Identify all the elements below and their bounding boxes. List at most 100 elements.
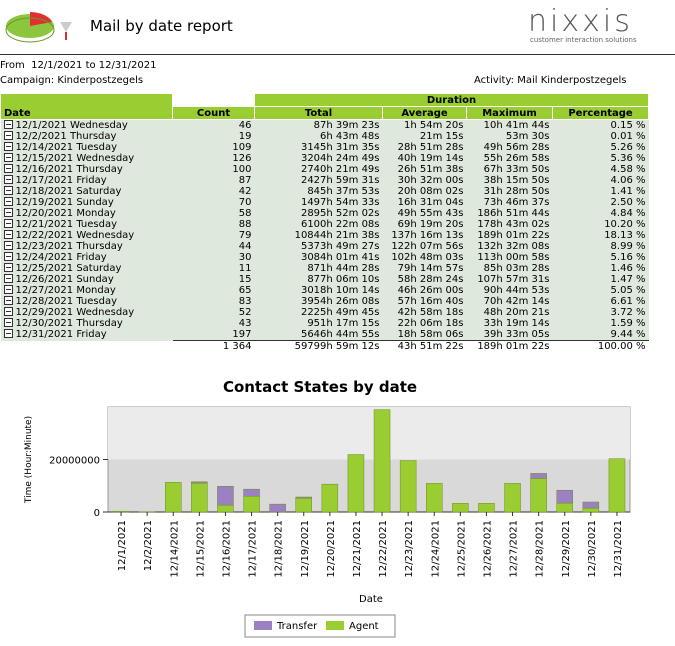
table-cell: 5.16 % [552,252,649,263]
table-cell: 6h 43m 48s [254,131,383,142]
cell-text: 20h 08m 02s [397,186,464,197]
bar-segment [269,503,286,513]
logo-tagline: customer interaction solutions [530,36,637,44]
cell-text: 58 [238,208,252,219]
bar-segment [191,482,208,513]
x-tick-label: 12/26/2021 [482,520,493,578]
table-cell: 4.84 % [552,208,649,219]
cell-text: 30 [238,252,252,263]
table-cell: 30 [172,252,255,263]
table-cell: 30h 32m 00s [382,175,467,186]
cell-text: 79 [238,230,252,241]
cell-text: 12/28/2021 Tuesday [15,296,118,307]
table-cell: 186h 51m 44s [466,208,553,219]
table-cell: 102h 48m 03s [382,252,467,263]
table-cell: 2740h 21m 49s [254,164,383,175]
cell-text: 26h 51m 38s [397,164,464,175]
cell-text: 102h 48m 03s [391,252,464,263]
table-cell: 67h 33m 50s [466,164,553,175]
table-cell [1,341,173,353]
table-cell: 951h 17m 15s [254,318,383,329]
x-tick-label: 12/2/2021 [143,520,154,571]
cell-text: 12/24/2021 Friday [15,252,107,263]
table-cell: 12/23/2021 Thursday [0,241,173,252]
table-cell: 1497h 54m 33s [254,197,383,208]
cell-text: 3954h 26m 08s [300,296,380,307]
cell-text: 1.59 % [610,318,646,329]
column-header: Average [382,106,467,120]
table-cell: 122h 07m 56s [382,241,467,252]
table-cell: 5.36 % [552,153,649,164]
column-header: Date [0,93,173,120]
bar-segment [321,483,339,513]
bar-segment [243,496,260,513]
column-header: Total [254,106,383,120]
table-cell: 1.47 % [552,274,649,285]
table-cell: 100 [172,164,255,175]
cell-text: 2225h 49m 45s [300,307,380,318]
bar-segment [426,483,443,513]
cell-text: 12/15/2021 Wednesday [15,153,135,164]
table-row: 12/30/2021 Thursday 43 951h 17m 15s 22h 06m… [0,318,649,329]
expand-icon [3,307,13,316]
x-tick-label: 12/18/2021 [274,520,285,578]
cell-text: 12/23/2021 Thursday [15,241,123,252]
bar-segment [608,458,626,513]
table-row: 12/1/2021 Wednesday 46 87h 39m 23s 1h 54m 2… [0,119,649,131]
table-cell: 12/14/2021 Tuesday [0,142,173,153]
table-cell: 1.41 % [552,186,649,197]
table-row: 12/16/2021 Thursday 100 2740h 21m 49s 26h 5… [0,164,649,175]
table-cell: 1h 54m 20s [382,119,467,131]
table-cell: 10844h 21m 38s [254,230,383,241]
bar-segment [582,501,600,509]
report-table: Date Duration Count Total Average Maximum Per… [0,93,649,352]
expand-icon [3,219,13,228]
table-cell: 21m 15s [382,131,467,142]
cell-text: 9.44 % [610,329,646,340]
table-cell: 0.15 % [552,119,649,131]
x-tick-label: 12/23/2021 [404,520,415,578]
expand-icon [3,285,13,294]
table-cell: 10h 41m 44s [466,119,553,131]
table-cell: 10.20 % [552,219,649,230]
bar-segment [295,496,312,499]
cell-text: 107h 57m 31s [477,274,550,285]
x-tick-label: 12/14/2021 [169,520,180,578]
cell-text: 70 [238,197,252,208]
y-tick-label: 20000000 [49,456,100,467]
cell-text: 18.13 % [604,230,646,241]
cell-text: 100 [232,164,252,175]
cell-text: 44 [238,241,252,252]
table-cell: 3.72 % [552,307,649,318]
table-cell: 109 [172,142,255,153]
x-tick-label: 12/29/2021 [561,520,572,578]
bar-segment [217,486,234,506]
table-cell: 16h 31m 04s [382,197,467,208]
x-tick-label: 12/27/2021 [509,520,520,578]
table-cell: 4.58 % [552,164,649,175]
cell-text: 48h 20m 21s [483,307,550,318]
table-cell: 3018h 10m 14s [254,285,383,296]
table-row: 12/19/2021 Sunday 70 1497h 54m 33s 16h 31m … [0,197,649,208]
cell-text: 2427h 59m 31s [300,175,380,186]
cell-text: 4.58 % [610,164,646,175]
cell-text: 12/21/2021 Tuesday [15,219,118,230]
cell-text: 0.15 % [610,120,646,131]
activity: Activity: Mail Kinderpostzegels [474,75,627,86]
cell-text: 57h 16m 40s [397,296,464,307]
table-cell: 12/1/2021 Wednesday [0,119,173,131]
cell-text: 4.06 % [610,175,646,186]
table-cell: 12/24/2021 Friday [0,252,173,263]
bar-segment [373,409,391,513]
cell-text: 11 [238,263,252,274]
table-cell: 33h 19m 14s [466,318,553,329]
table-cell: 12/2/2021 Thursday [0,131,173,142]
expand-icon [3,274,13,283]
table-row: 12/14/2021 Tuesday 109 3145h 31m 35s 28h 51… [0,142,649,153]
legend-swatch [254,621,272,630]
expand-icon [3,153,13,162]
bar-segment [530,473,547,479]
report-title: Mail by date report [90,17,233,35]
cell-text: 88 [238,219,252,230]
legend-box [244,614,396,638]
